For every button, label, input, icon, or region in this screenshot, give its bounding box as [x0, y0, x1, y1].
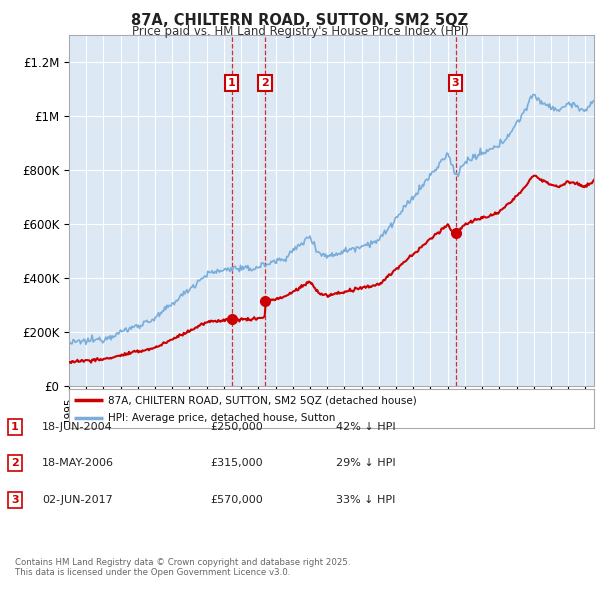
Text: £250,000: £250,000	[210, 422, 263, 432]
Text: 29% ↓ HPI: 29% ↓ HPI	[336, 458, 395, 468]
Text: 87A, CHILTERN ROAD, SUTTON, SM2 5QZ (detached house): 87A, CHILTERN ROAD, SUTTON, SM2 5QZ (det…	[109, 395, 417, 405]
Text: 42% ↓ HPI: 42% ↓ HPI	[336, 422, 395, 432]
Text: £315,000: £315,000	[210, 458, 263, 468]
Text: 1: 1	[11, 422, 19, 432]
Text: 3: 3	[452, 78, 460, 88]
Text: 2: 2	[261, 78, 269, 88]
Text: 1: 1	[228, 78, 236, 88]
Text: 2: 2	[11, 458, 19, 468]
Text: 3: 3	[11, 495, 19, 505]
Text: Price paid vs. HM Land Registry's House Price Index (HPI): Price paid vs. HM Land Registry's House …	[131, 25, 469, 38]
Text: £570,000: £570,000	[210, 495, 263, 505]
Text: 18-MAY-2006: 18-MAY-2006	[42, 458, 114, 468]
Text: HPI: Average price, detached house, Sutton: HPI: Average price, detached house, Sutt…	[109, 413, 336, 423]
Text: 02-JUN-2017: 02-JUN-2017	[42, 495, 113, 505]
Text: Contains HM Land Registry data © Crown copyright and database right 2025.
This d: Contains HM Land Registry data © Crown c…	[15, 558, 350, 577]
Text: 18-JUN-2004: 18-JUN-2004	[42, 422, 113, 432]
Text: 87A, CHILTERN ROAD, SUTTON, SM2 5QZ: 87A, CHILTERN ROAD, SUTTON, SM2 5QZ	[131, 13, 469, 28]
Text: 33% ↓ HPI: 33% ↓ HPI	[336, 495, 395, 505]
